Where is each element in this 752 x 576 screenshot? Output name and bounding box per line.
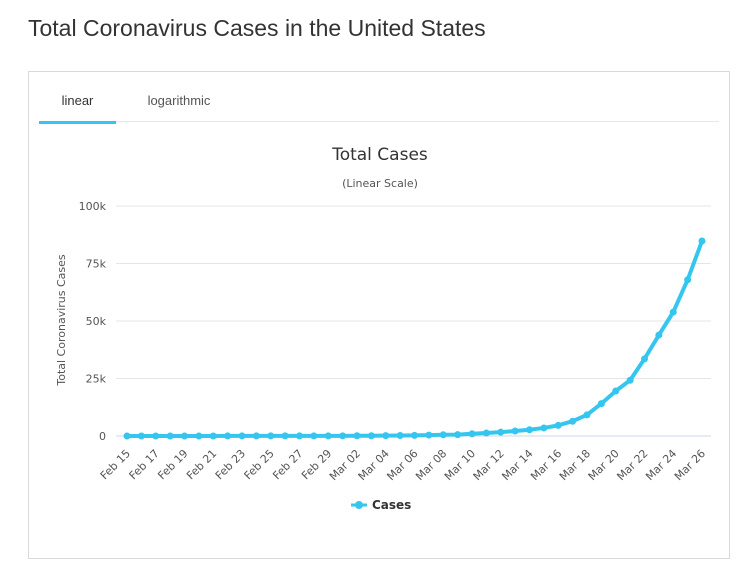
tab-linear[interactable]: linear [39, 72, 116, 124]
line-chart: Total Cases (Linear Scale) Total Coronav… [55, 145, 711, 512]
data-point[interactable] [497, 428, 505, 436]
y-tick-label: 25k [86, 373, 107, 386]
data-point[interactable] [209, 432, 217, 440]
x-tick-label: Feb 21 [184, 447, 219, 482]
data-point[interactable] [482, 429, 490, 437]
data-point[interactable] [310, 432, 318, 440]
series-line [125, 239, 704, 438]
x-tick-label: Feb 19 [155, 447, 190, 482]
data-point[interactable] [267, 432, 275, 440]
x-tick-label: Feb 23 [213, 447, 248, 482]
data-point[interactable] [238, 432, 246, 440]
data-point[interactable] [281, 432, 289, 440]
x-tick-label: Mar 16 [528, 447, 564, 483]
chart-title: Total Cases [331, 145, 428, 165]
chart-subtitle: (Linear Scale) [342, 177, 418, 190]
y-tick-label: 50k [86, 315, 107, 328]
x-tick-label: Feb 27 [270, 447, 305, 482]
x-tick-label: Mar 08 [413, 447, 449, 483]
scale-tabs: linear logarithmic [39, 72, 719, 124]
series-cases [123, 237, 706, 440]
chart-panel: linear logarithmic Total Cases (Linear S… [28, 71, 730, 559]
data-point[interactable] [382, 432, 390, 440]
data-point[interactable] [181, 432, 188, 440]
x-tick-label: Mar 20 [586, 447, 622, 483]
data-point[interactable] [396, 432, 404, 440]
x-tick-label: Feb 25 [242, 447, 277, 482]
data-point[interactable] [511, 427, 519, 435]
data-point[interactable] [698, 237, 706, 245]
x-tick-label: Mar 18 [557, 447, 593, 483]
y-tick-label: 75k [86, 258, 107, 271]
x-tick-label: Mar 02 [327, 447, 363, 483]
x-tick-label: Mar 06 [384, 447, 420, 483]
x-tick-label: Feb 15 [98, 447, 133, 482]
data-point[interactable] [296, 432, 303, 440]
legend[interactable]: Cases [351, 498, 411, 512]
data-point[interactable] [526, 426, 533, 434]
y-axis-label: Total Coronavirus Cases [55, 254, 68, 387]
data-point[interactable] [626, 376, 634, 384]
data-point[interactable] [324, 432, 332, 440]
data-point[interactable] [166, 432, 174, 440]
data-point[interactable] [554, 421, 562, 429]
page-title: Total Coronavirus Cases in the United St… [28, 15, 486, 41]
data-point[interactable] [152, 432, 160, 440]
x-tick-label: Mar 22 [614, 447, 650, 483]
data-point[interactable] [583, 411, 591, 419]
x-tick-label: Mar 12 [471, 447, 507, 483]
data-point[interactable] [425, 431, 433, 439]
data-point[interactable] [137, 432, 145, 440]
data-point[interactable] [540, 424, 548, 432]
x-tick-label: Mar 14 [499, 447, 535, 483]
legend-label-cases[interactable]: Cases [372, 498, 411, 512]
data-point[interactable] [123, 432, 131, 440]
y-axis-ticks: 0 25k 50k 75k 100k [79, 200, 107, 443]
grid-lines [116, 205, 711, 437]
tab-logarithmic[interactable]: logarithmic [147, 93, 211, 108]
data-point[interactable] [669, 308, 677, 316]
x-tick-label: Mar 10 [442, 447, 478, 483]
data-point[interactable] [612, 387, 620, 395]
x-tick-label: Mar 24 [643, 447, 679, 483]
x-tick-label: Feb 17 [127, 447, 162, 482]
data-point[interactable] [224, 432, 232, 440]
data-point[interactable] [252, 432, 260, 440]
data-point[interactable] [195, 432, 203, 440]
x-tick-label: Mar 26 [672, 447, 708, 483]
x-tick-label: Mar 04 [356, 447, 392, 483]
data-point[interactable] [597, 400, 605, 408]
data-point[interactable] [411, 431, 418, 439]
data-point[interactable] [569, 417, 577, 425]
legend-swatch-marker [355, 501, 363, 509]
data-point[interactable] [353, 432, 361, 440]
data-point[interactable] [655, 331, 663, 339]
data-point[interactable] [439, 431, 447, 439]
y-tick-label: 0 [99, 430, 106, 443]
data-point[interactable] [454, 431, 462, 439]
data-point[interactable] [468, 430, 476, 438]
y-tick-label: 100k [79, 200, 107, 213]
data-point[interactable] [339, 432, 347, 440]
data-point[interactable] [684, 276, 692, 284]
data-point[interactable] [641, 355, 648, 363]
data-point[interactable] [367, 432, 375, 440]
